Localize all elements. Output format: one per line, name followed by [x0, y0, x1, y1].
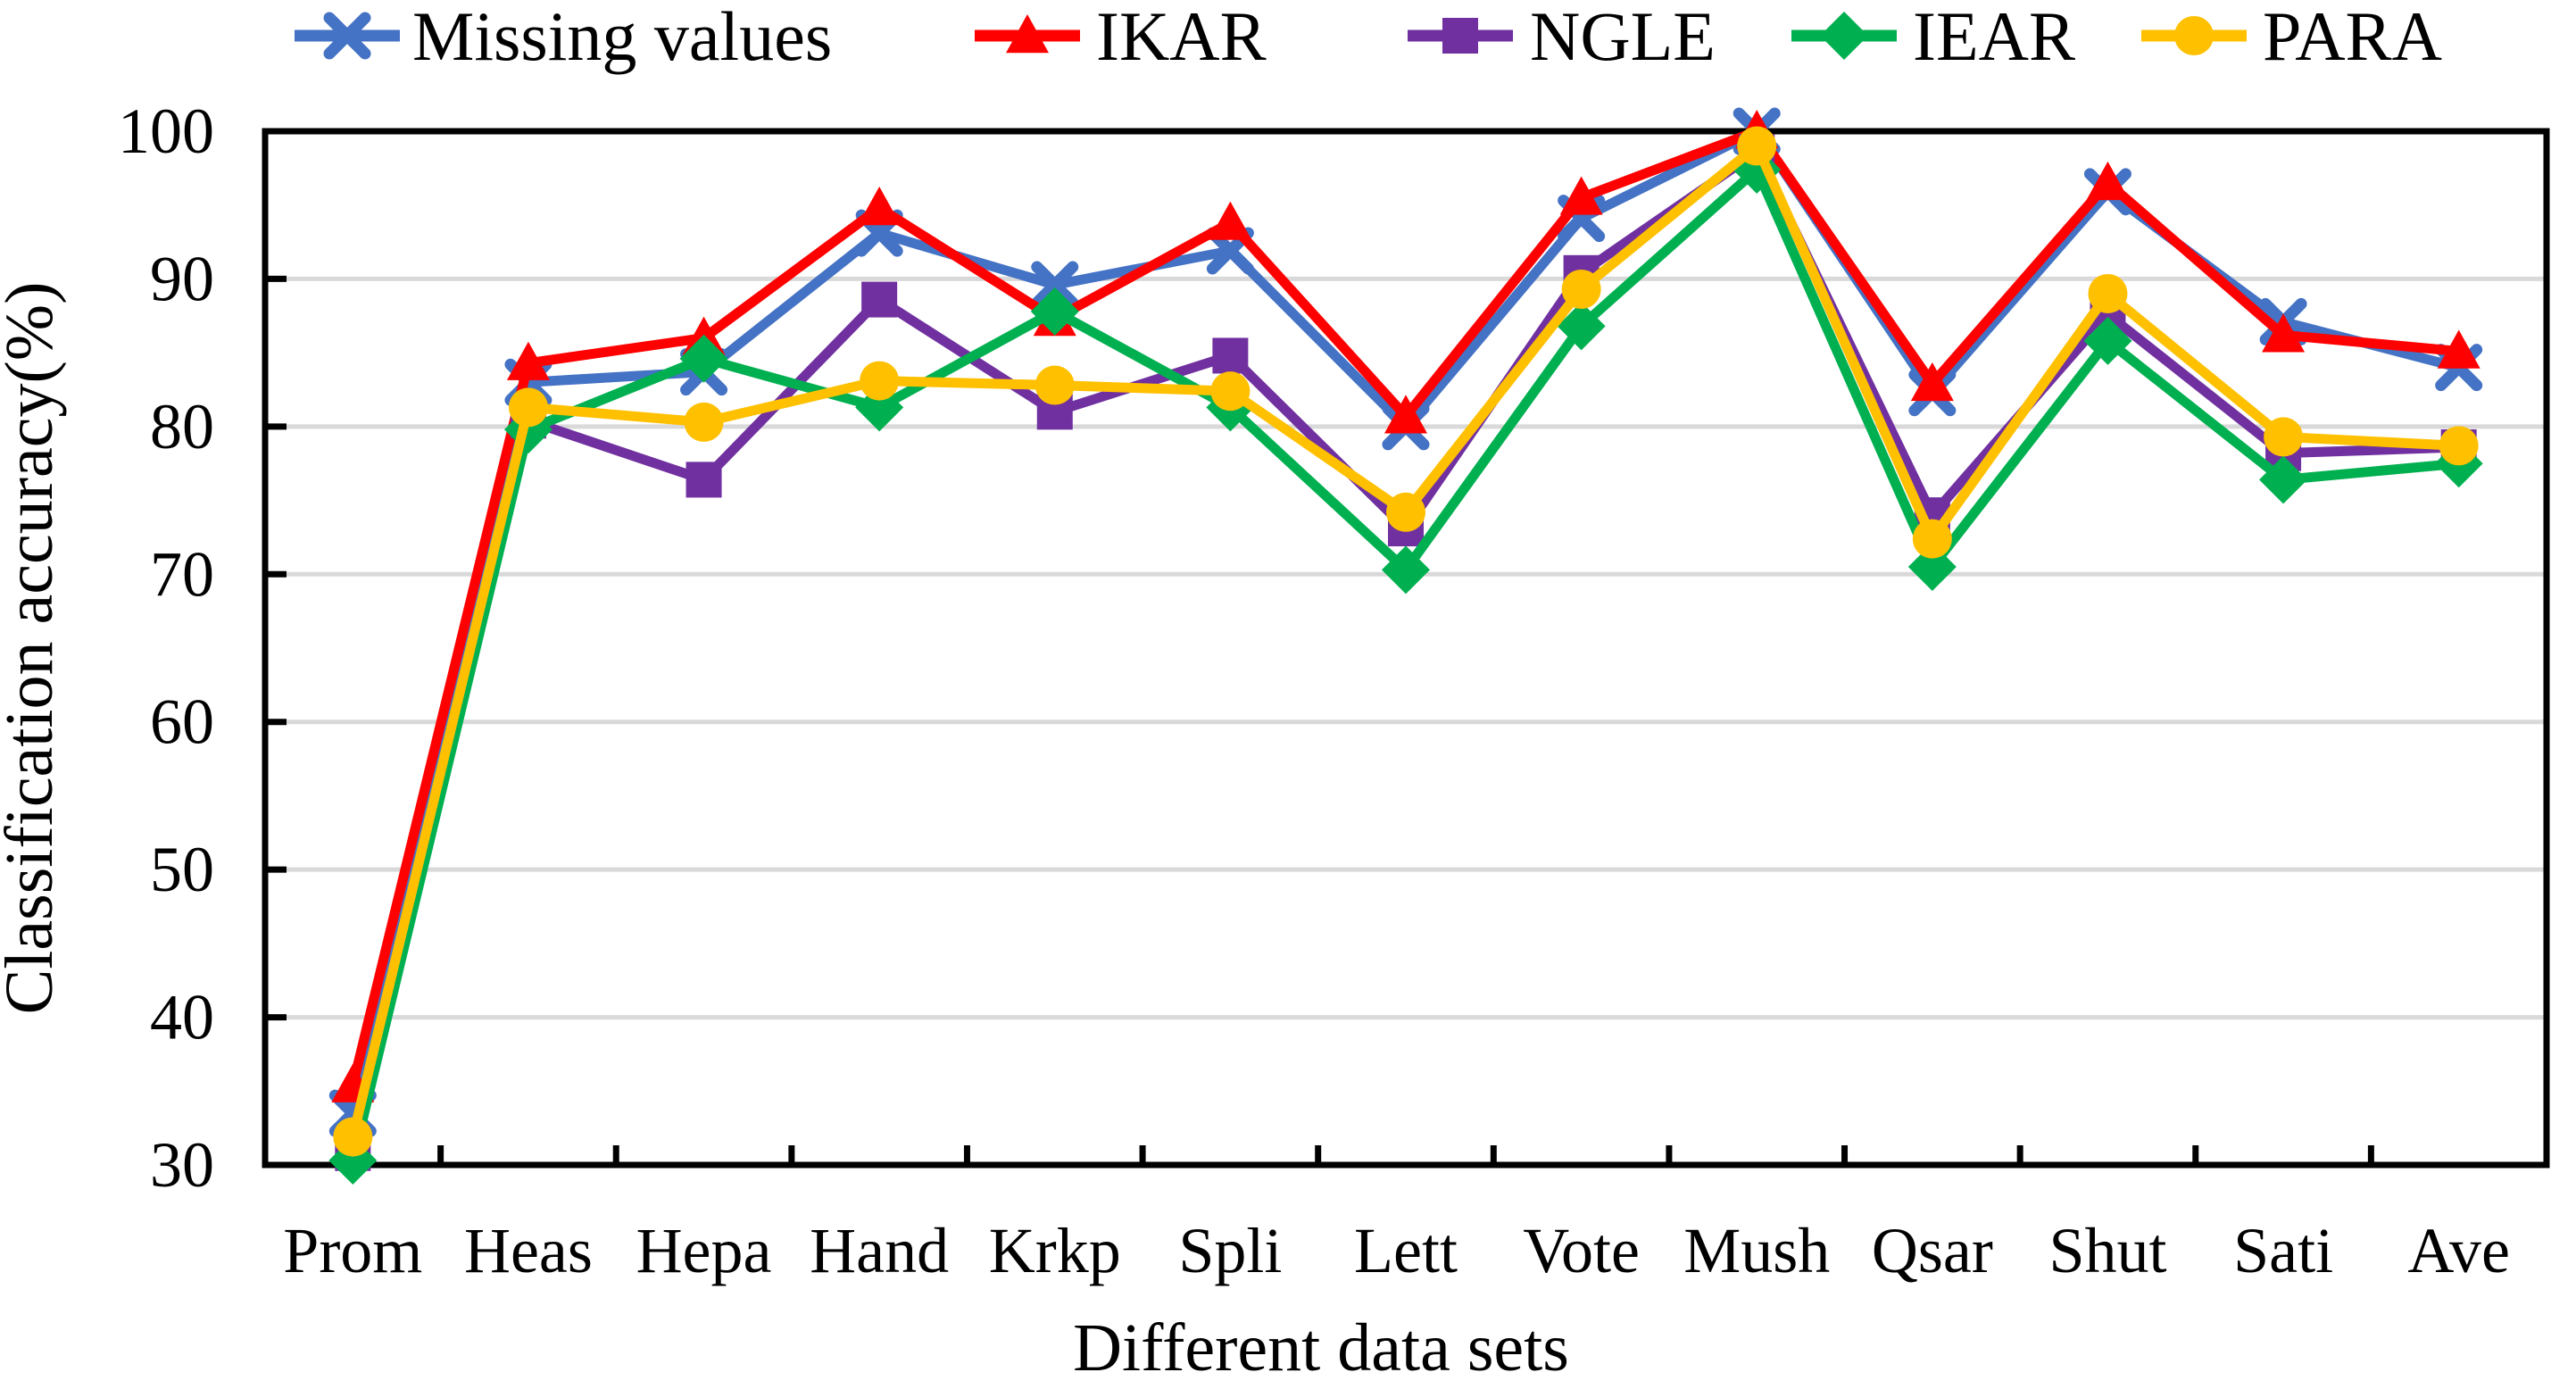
data-point-iear: [679, 334, 728, 383]
data-point-missing-values: [1031, 261, 1079, 309]
x-tick-label: Mush: [1683, 1215, 1830, 1286]
data-point-iear: [1907, 543, 1957, 592]
data-point-ikar: [1209, 201, 1252, 240]
legend-marker-triangle-icon: [1006, 14, 1049, 54]
data-point-para: [860, 361, 900, 401]
data-point-ikar: [1910, 362, 1954, 402]
x-axis-title: Different data sets: [1073, 1310, 1569, 1385]
x-tick-label: Krkp: [989, 1215, 1121, 1286]
data-point-iear: [1557, 302, 1606, 351]
legend-marker-circle-icon: [2174, 16, 2214, 55]
data-point-ngle: [861, 281, 898, 318]
data-point-iear: [1030, 287, 1079, 336]
data-point-para: [2264, 417, 2304, 457]
legend-marker-square-icon: [1442, 18, 1478, 54]
series-line-ikar: [347, 126, 2460, 1086]
x-tick-label: Sati: [2233, 1215, 2333, 1286]
x-tick-label: Shut: [2048, 1215, 2166, 1286]
data-point-ngle: [1212, 337, 1249, 374]
data-point-ikar: [2086, 161, 2130, 201]
y-tick-label: 60: [150, 686, 214, 758]
data-point-para: [1912, 519, 1952, 559]
legend-marker-diamond-icon: [1820, 12, 1868, 60]
series-line-ngle: [347, 146, 2459, 1155]
x-tick-label: Spli: [1178, 1215, 1282, 1286]
legend-label: NGLE: [1530, 0, 1716, 75]
y-tick-label: 90: [150, 243, 214, 314]
legend-label: IEAR: [1913, 0, 2075, 75]
data-point-para: [333, 1117, 373, 1157]
x-tick-label: Hand: [810, 1215, 949, 1286]
x-tick-label: Vote: [1523, 1215, 1640, 1286]
data-point-iear: [1382, 545, 1430, 595]
data-point-iear: [2083, 316, 2132, 365]
legend-label: PARA: [2263, 0, 2442, 75]
data-point-ikar: [858, 187, 902, 226]
data-point-ikar: [2437, 329, 2480, 369]
data-point-ikar: [2262, 313, 2306, 353]
x-tick-label: Qsar: [1872, 1215, 1993, 1286]
x-tick-label: Prom: [283, 1215, 422, 1286]
y-tick-label: 80: [150, 391, 214, 462]
x-tick-label: Heas: [464, 1215, 593, 1286]
y-tick-label: 50: [150, 834, 214, 905]
data-point-ikar: [506, 341, 550, 380]
data-point-para: [2088, 273, 2128, 313]
data-point-para: [684, 402, 724, 442]
data-point-para: [1210, 371, 1251, 412]
y-tick-label: 100: [118, 96, 214, 167]
y-tick-label: 30: [150, 1129, 214, 1201]
x-tick-label: Lett: [1354, 1215, 1458, 1286]
series-line-para: [347, 141, 2459, 1138]
plot-border: [262, 128, 2550, 1169]
legend-label: Missing values: [412, 0, 832, 75]
data-point-para: [508, 387, 548, 428]
data-point-para: [1561, 270, 1601, 310]
data-point-ikar: [1559, 176, 1603, 215]
legend-marker-x-icon: [323, 12, 371, 60]
x-tick-label: Hepa: [636, 1215, 772, 1286]
data-point-para: [1386, 492, 1425, 532]
data-point-para: [2439, 426, 2479, 466]
data-point-iear: [2259, 455, 2308, 504]
x-tick-label: Ave: [2407, 1215, 2510, 1286]
data-point-para: [1035, 365, 1075, 405]
y-axis-title: Classification accuracy(%): [0, 282, 67, 1015]
data-point-ngle: [686, 462, 722, 498]
data-point-ikar: [1384, 395, 1427, 434]
y-tick-label: 40: [150, 982, 214, 1053]
legend-label: IKAR: [1096, 0, 1267, 75]
data-point-para: [1737, 126, 1777, 166]
y-tick-label: 70: [150, 538, 214, 610]
